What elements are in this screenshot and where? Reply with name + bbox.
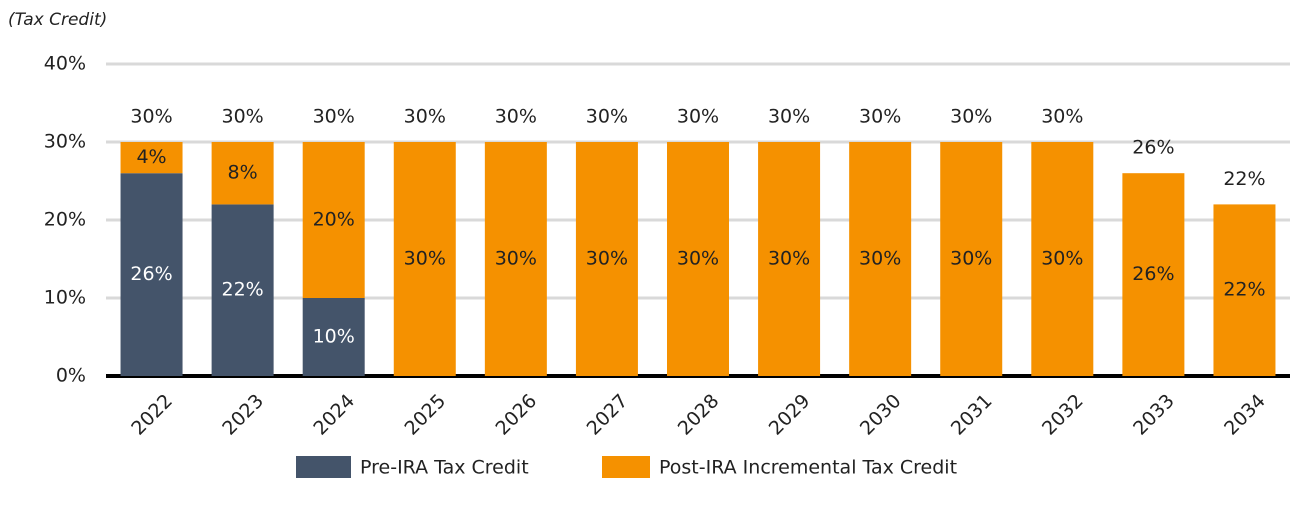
legend-label: Post-IRA Incremental Tax Credit xyxy=(659,457,957,479)
total-label: 30% xyxy=(130,106,172,128)
bar-segment xyxy=(575,142,638,376)
bar-segment xyxy=(393,142,456,376)
value-label: 10% xyxy=(313,326,355,348)
bar-segment xyxy=(1031,142,1094,376)
y-tick-label: 20% xyxy=(44,209,86,231)
bar-segment xyxy=(302,142,365,298)
x-tick-label: 2025 xyxy=(400,390,450,440)
x-tick-label: 2023 xyxy=(218,390,268,440)
bar-segment xyxy=(211,142,274,205)
value-label: 30% xyxy=(677,248,719,270)
x-tick-label: 2034 xyxy=(1220,390,1270,440)
total-label: 30% xyxy=(404,106,446,128)
total-label: 30% xyxy=(768,106,810,128)
bar-segment xyxy=(1122,173,1185,376)
bar-segment xyxy=(667,142,729,376)
x-tick-label: 2028 xyxy=(674,390,724,440)
legend-swatch xyxy=(296,456,351,478)
value-label: 22% xyxy=(221,279,263,301)
x-tick-label: 2026 xyxy=(492,390,542,440)
value-label: 22% xyxy=(1223,279,1265,301)
legend-swatch xyxy=(602,456,650,478)
x-tick-label: 2030 xyxy=(856,390,906,440)
value-label: 20% xyxy=(313,209,355,231)
value-label: 4% xyxy=(136,146,166,168)
x-tick-label: 2024 xyxy=(309,390,359,440)
total-label: 30% xyxy=(950,106,992,128)
value-label: 8% xyxy=(228,162,258,184)
bar-segment xyxy=(120,173,183,376)
total-label: 30% xyxy=(586,106,628,128)
bar-segment xyxy=(1213,204,1276,376)
value-label: 30% xyxy=(586,248,628,270)
x-tick-label: 2029 xyxy=(765,390,815,440)
legend-label: Pre-IRA Tax Credit xyxy=(360,457,529,479)
value-label: 30% xyxy=(1041,248,1083,270)
bar-segment xyxy=(211,204,274,376)
value-label: 30% xyxy=(950,248,992,270)
value-label: 30% xyxy=(404,248,446,270)
x-tick-label: 2022 xyxy=(127,390,177,440)
value-label: 30% xyxy=(495,248,537,270)
x-tick-label: 2027 xyxy=(583,390,633,440)
y-tick-label: 30% xyxy=(44,131,86,153)
bar-segment xyxy=(484,142,547,376)
value-label: 30% xyxy=(859,248,901,270)
total-label: 30% xyxy=(221,106,263,128)
x-tick-label: 2033 xyxy=(1129,390,1179,440)
bar-segment xyxy=(758,142,821,376)
x-tick-label: 2031 xyxy=(947,390,997,440)
total-label: 26% xyxy=(1132,137,1174,159)
y-tick-label: 0% xyxy=(56,365,86,387)
y-tick-label: 40% xyxy=(44,53,86,75)
bar-segment xyxy=(120,142,183,174)
value-label: 26% xyxy=(1132,263,1174,285)
value-label: 26% xyxy=(130,263,172,285)
total-label: 30% xyxy=(1041,106,1083,128)
y-tick-label: 10% xyxy=(44,287,86,309)
bar-segment xyxy=(849,142,912,376)
total-label: 30% xyxy=(495,106,537,128)
x-tick-label: 2032 xyxy=(1038,390,1088,440)
total-label: 22% xyxy=(1223,168,1265,190)
y-axis-label: (Tax Credit) xyxy=(8,10,107,30)
bar-segment xyxy=(302,298,365,376)
total-label: 30% xyxy=(313,106,355,128)
bar-segment xyxy=(940,142,1003,376)
total-label: 30% xyxy=(859,106,901,128)
total-label: 30% xyxy=(677,106,719,128)
value-label: 30% xyxy=(768,248,810,270)
